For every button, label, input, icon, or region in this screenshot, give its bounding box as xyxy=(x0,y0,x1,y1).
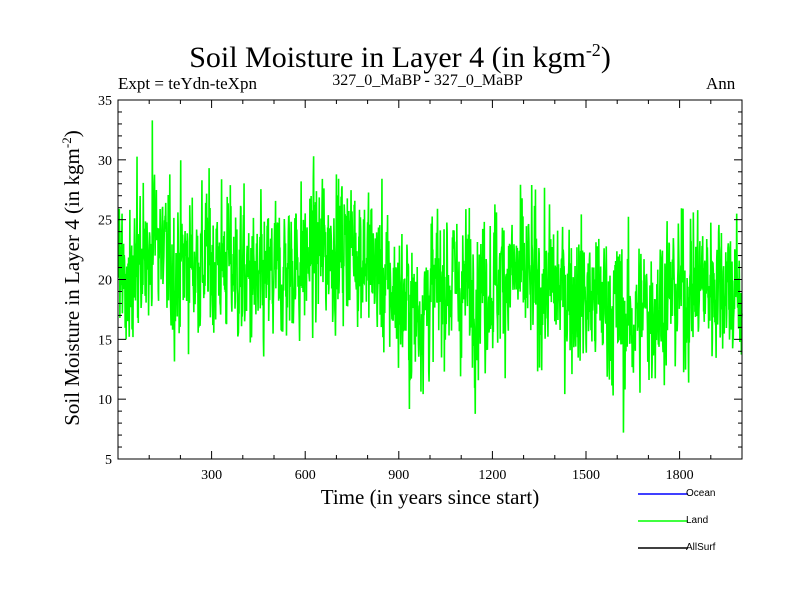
y-tick-label: 30 xyxy=(98,154,112,169)
y-tick-label: 10 xyxy=(98,393,112,408)
land-series-path xyxy=(117,120,743,433)
x-tick-label: 1200 xyxy=(478,468,506,483)
legend-label-land: Land xyxy=(686,515,709,526)
x-axis-label: Time (in years since start) xyxy=(320,485,540,509)
x-tick-label: 900 xyxy=(388,468,409,483)
y-axis-ticks: 5 10 15 20 25 30 35 xyxy=(98,94,742,468)
chart-title: Soil Moisture in Layer 4 (in kgm-2) xyxy=(189,40,611,74)
season-label: Ann xyxy=(706,74,736,93)
land-series-line xyxy=(117,120,743,433)
experiment-label: Expt = teYdn-teXpn xyxy=(118,74,257,93)
y-tick-label: 5 xyxy=(105,453,112,468)
x-axis-ticks: 300 600 900 1200 1500 1800 xyxy=(148,100,712,483)
x-tick-label: 1500 xyxy=(572,468,600,483)
y-axis-label: Soil Moisture in Layer 4 (in kgm-2) xyxy=(59,130,84,426)
legend-lines xyxy=(638,493,688,549)
x-tick-label: 300 xyxy=(201,468,222,483)
y-tick-label: 35 xyxy=(98,94,112,109)
x-tick-label: 1800 xyxy=(666,468,694,483)
y-tick-label: 20 xyxy=(98,274,112,289)
legend-label-ocean: Ocean xyxy=(686,488,716,499)
legend-label-allsurf: AllSurf xyxy=(686,542,716,553)
y-tick-label: 25 xyxy=(98,214,112,229)
y-tick-label: 15 xyxy=(98,333,112,348)
x-tick-label: 600 xyxy=(295,468,316,483)
chart-subtitle: 327_0_MaBP - 327_0_MaBP xyxy=(332,72,523,89)
